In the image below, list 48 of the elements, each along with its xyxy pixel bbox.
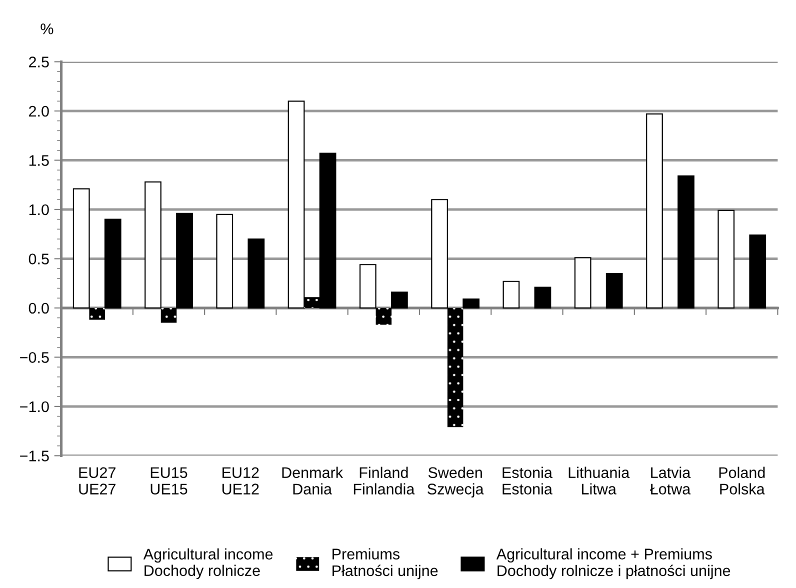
x-tick-label: Latvia Łotwa <box>650 466 691 494</box>
x-tick-label: EU27 UE27 <box>79 467 116 494</box>
bar <box>431 199 448 309</box>
y-tick-label: −0.5 <box>20 352 49 363</box>
legend-label: Premiums Płatności unijne <box>332 548 438 580</box>
x-tick-label: EU12 UE12 <box>222 467 259 494</box>
bar <box>304 297 320 308</box>
bar <box>248 238 265 309</box>
x-tick-label: Estonia Estonia <box>502 466 552 494</box>
y-tick-label: −1.5 <box>20 450 49 462</box>
x-tick-label: Finland Finlandia <box>354 466 415 494</box>
x-tick-label: Sweden Szwecja <box>428 466 484 498</box>
y-tick-label: 1.0 <box>29 204 49 216</box>
y-tick-label: 0.5 <box>28 254 49 264</box>
legend-label: Agricultural income Dochody rolnicze <box>143 548 273 580</box>
legend-label: Agricultural income + Premiums Dochody rolnicze i płatności unijne <box>496 548 730 580</box>
bar <box>646 113 663 309</box>
bar <box>288 100 305 309</box>
x-tick-label: EU15 UE15 <box>150 467 188 494</box>
y-tick-label: 1.5 <box>29 155 49 166</box>
bar <box>718 210 735 309</box>
bar <box>104 218 122 309</box>
bar <box>376 308 392 325</box>
bar <box>447 308 464 428</box>
y-tick-label: 2.0 <box>29 106 49 117</box>
bar <box>359 264 376 309</box>
y-tick-label: −1.0 <box>20 401 49 412</box>
x-tick-label: Poland Polska <box>719 466 765 494</box>
bar <box>534 286 552 309</box>
bar <box>749 234 766 309</box>
x-tick-label: Denmark Dania <box>282 466 344 494</box>
bar <box>319 152 336 309</box>
y-tick-label: 0.0 <box>28 302 49 314</box>
bar <box>678 175 694 309</box>
bar <box>89 308 105 320</box>
bar <box>606 272 623 309</box>
bar <box>502 280 520 309</box>
bar <box>176 212 193 309</box>
bar <box>462 298 480 309</box>
bar <box>574 257 592 309</box>
bar <box>390 292 408 309</box>
bar <box>72 188 90 309</box>
bar <box>160 308 177 323</box>
y-axis-title: % <box>40 24 54 34</box>
bar <box>216 214 234 309</box>
bar <box>144 181 162 309</box>
y-tick-label: 2.5 <box>29 56 49 68</box>
x-tick-label: Lithuania Litwa <box>568 466 630 494</box>
